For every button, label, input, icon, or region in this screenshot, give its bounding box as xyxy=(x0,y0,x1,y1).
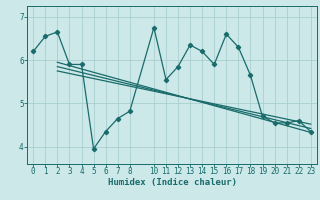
X-axis label: Humidex (Indice chaleur): Humidex (Indice chaleur) xyxy=(108,178,236,187)
